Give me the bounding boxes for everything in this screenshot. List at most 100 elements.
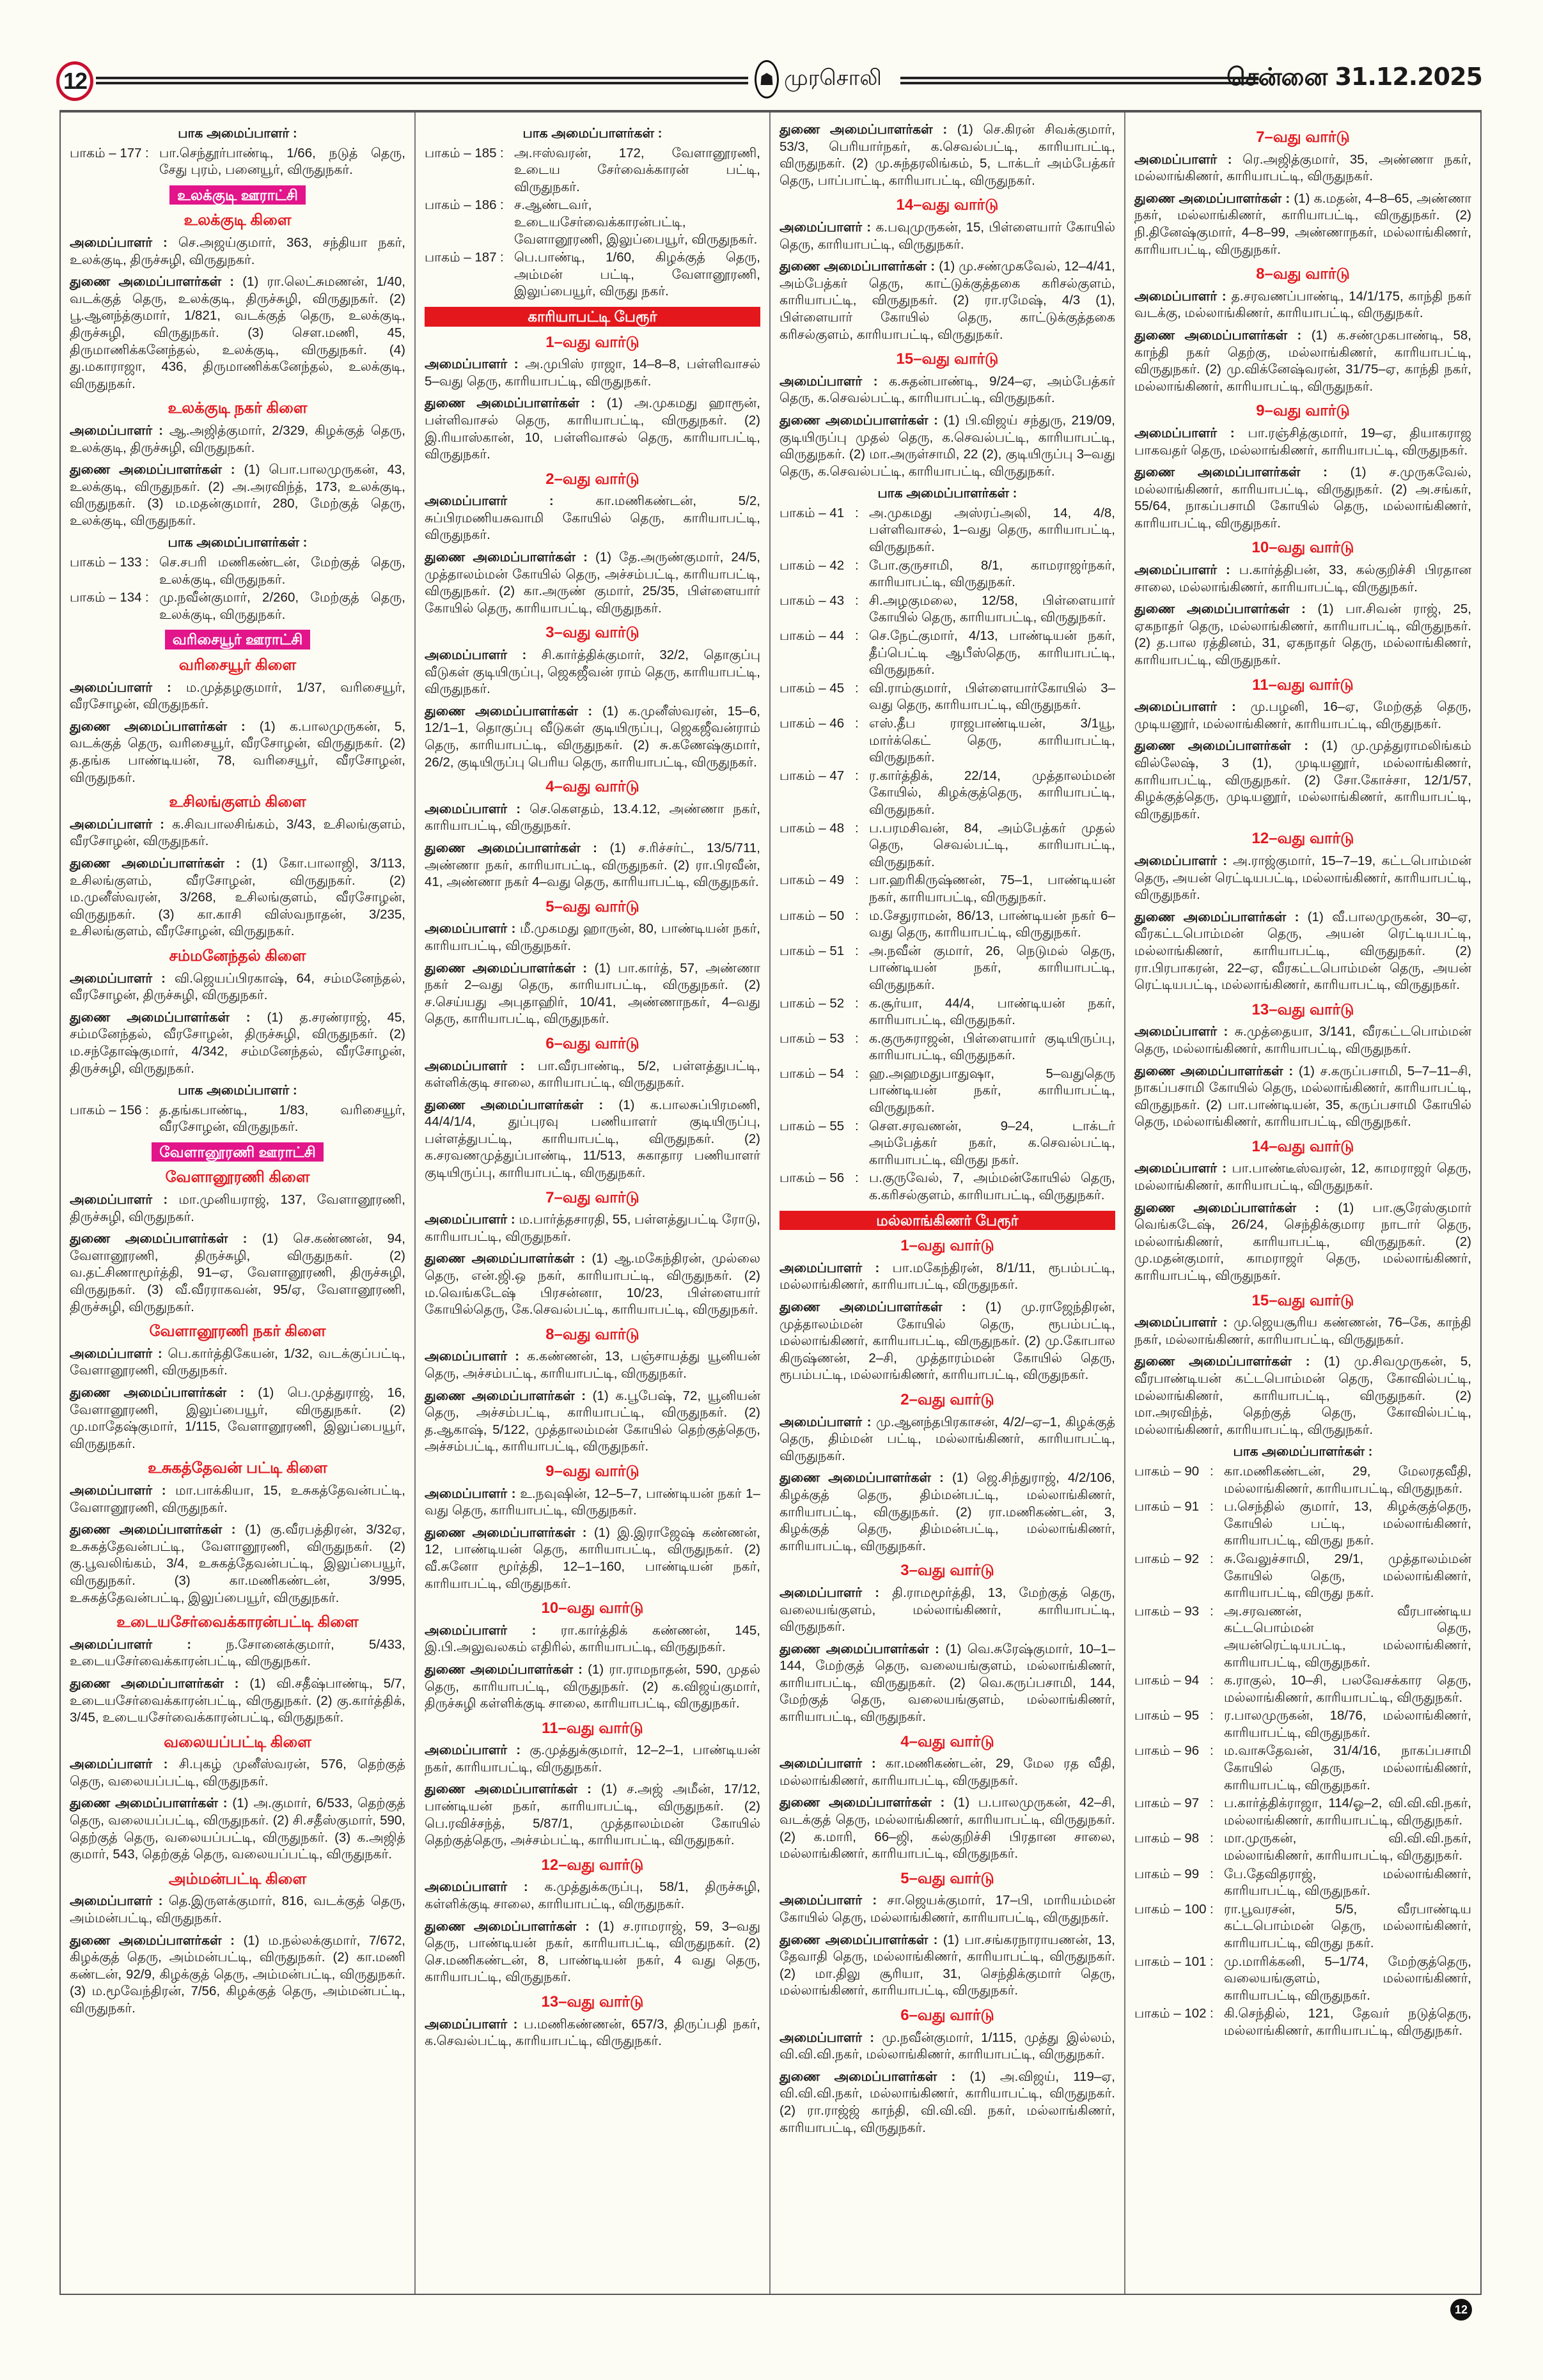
branch-heading: 7–வது வார்டு — [1256, 128, 1350, 146]
booth-entry: பாகம் – 134: மு.நவீன்குமார், 2/260, மேற்க… — [70, 589, 405, 623]
deputy-organizers: துணை அமைப்பாளர்கள் : (1) ச.கருப்பசாமி, 5… — [1134, 1063, 1471, 1131]
person-details: (1) ரா.லெட்சுமணன், 1/40, வடக்குத் தெரு, … — [70, 274, 405, 391]
person-details: ம.முத்தழகுமார், 1/37, வரிசையூர், வீரசோழன… — [70, 680, 405, 712]
booth-organizer: ப.கார்த்திக்ராஜா, 114/ஓ–2, வி.வி.வி.நகர்… — [1224, 1796, 1471, 1828]
branch-heading: 1–வது வார்டு — [545, 333, 639, 351]
person-details: பா.பாண்டீஸ்வரன், 12, காமராஜர் தெரு, மல்ல… — [1134, 1161, 1471, 1194]
footer-page-number: 12 — [1450, 2299, 1472, 2321]
masthead-rule-left — [96, 77, 748, 84]
person-details: (1) த.சரண்ராஜ், 45, சம்மனேந்தல், வீரசோழன… — [70, 1009, 405, 1076]
organizer: அமைப்பாளர் : கு.முத்துக்குமார், 12–2–1, … — [425, 1742, 760, 1776]
organizer: அமைப்பாளர் : பா.பாண்டீஸ்வரன், 12, காமராஜ… — [1134, 1160, 1471, 1194]
booth-number: பாகம் – 95 — [1134, 1708, 1200, 1723]
organizer: அமைப்பாளர் : க.கண்ணன், 13, பஞ்சாயத்து யூ… — [425, 1348, 760, 1382]
area-banner: வரிசையூர் ஊராட்சி — [70, 630, 405, 650]
booth-entry: பாகம் – 50: ம.சேதுராமன், 86/13, பாண்டியன்… — [779, 908, 1115, 942]
separator: : — [1210, 1673, 1214, 1688]
booth-entry: பாகம் – 95: ர.பாலமுருகன், 18/76, மல்லாங்க… — [1134, 1707, 1471, 1741]
role-label: அமைப்பாளர் : — [779, 1260, 880, 1275]
separator: : — [500, 145, 504, 160]
booth-organizer: ம.சேதுராமன், 86/13, பாண்டியன் நகர் 6–வது… — [869, 908, 1115, 940]
branch-heading: உடையசேர்வைக்காரன்பட்டி கிளை — [116, 1614, 359, 1631]
booth-organizer: ர.பாலமுருகன், 18/76, மல்லாங்கிணர், காரிய… — [1224, 1708, 1471, 1740]
branch-heading: 1–வது வார்டு — [900, 1237, 994, 1255]
separator: : — [855, 593, 859, 608]
person-details: (1) க.சண்முகபாண்டி, 58, காந்தி நகர் தெற்… — [1134, 327, 1471, 394]
role-label: அமைப்பாளர் : — [425, 648, 527, 663]
booth-entry: பாகம் – 90: கா.மணிகண்டன், 29, மேலரதவீதி, … — [1134, 1463, 1471, 1497]
booth-organizer: ப.செந்தில் குமார், 13, கிழக்குத்தெரு, கோ… — [1224, 1499, 1471, 1548]
role-label: அமைப்பாளர் : — [70, 1346, 162, 1361]
role-label: அமைப்பாளர் : — [1134, 853, 1228, 868]
person-details: (1) மு.ராஜேந்திரன், முத்தாலம்மன் கோயில் … — [779, 1300, 1115, 1383]
section-subheading: பாக அமைப்பாளர் : — [178, 1083, 297, 1098]
deputy-organizers: துணை அமைப்பாளர்கள் : (1) அ.முகமது ஹாரூன்… — [425, 395, 760, 463]
person-details: த.சரவணப்பாண்டி, 14/1/175, காந்தி நகர் வட… — [1134, 288, 1471, 321]
person-details: (1) செ.கிரன் சிவக்குமார், 53/3, பெரியார்… — [779, 122, 1115, 188]
separator: : — [855, 768, 859, 783]
person-details: (1) ச.முருகவேல், மல்லாங்கிணர், காரியாபட்… — [1134, 465, 1472, 531]
deputy-organizers: துணை அமைப்பாளர்கள் : (1) ச.ராமராஜ், 59, … — [425, 1918, 760, 1986]
column-4: 7–வது வார்டு அமைப்பாளர் : ரெ.அஜித்குமார்,… — [1125, 113, 1480, 2294]
branch-heading: 9–வது வார்டு — [545, 1462, 639, 1480]
organizer: அமைப்பாளர் : அ.ராஜ்குமார், 15–7–19, கட்ட… — [1134, 853, 1471, 904]
booth-entry: பாகம் – 97: ப.கார்த்திக்ராஜா, 114/ஓ–2, வி… — [1134, 1795, 1471, 1829]
branch-heading: சம்மனேந்தல் கிளை — [169, 947, 306, 965]
role-label: அமைப்பாளர் : — [70, 1192, 168, 1208]
booth-number: பாகம் – 56 — [779, 1171, 845, 1186]
person-details: பெ.கார்த்திகேயன், 1/32, வடக்குப்பட்டி, வ… — [70, 1346, 405, 1378]
deputy-organizers: துணை அமைப்பாளர்கள் : (1) ரா.லெட்சுமணன், … — [70, 274, 405, 393]
organizer: அமைப்பாளர் : சி.புகழ் முனீஸ்வரன், 576, த… — [70, 1756, 405, 1790]
person-details: செ.அஜய்குமார், 363, சந்தியா நகர், உலக்கு… — [70, 235, 405, 267]
deputy-organizers: துணை அமைப்பாளர்கள் : (1) மு.ராஜேந்திரன்,… — [779, 1299, 1115, 1384]
organizer: அமைப்பாளர் : க.சுதன்பாண்டி, 9/24–ஏ, அம்ப… — [779, 373, 1115, 407]
deputy-organizers: துணை அமைப்பாளர்கள் : (1) வி.சதீஷ்பாண்டி,… — [70, 1676, 405, 1727]
booth-organizer: க.ராகுல், 10–சி, பலவேசக்கார தெரு, மல்லாங… — [1224, 1673, 1471, 1705]
person-details: (1) வீ.பாலமுருகன், 30–ஏ, வீரகட்டபொம்மன் … — [1134, 909, 1471, 993]
role-label: துணை அமைப்பாளர்கள் : — [1134, 1200, 1320, 1215]
branch-heading: 12–வது வார்டு — [1251, 830, 1354, 848]
person-details: ப.மணிகண்ணன், 657/3, திருப்பதி நகர், க.செ… — [425, 2016, 760, 2049]
role-label: அமைப்பாளர் : — [425, 921, 516, 937]
person-details: (1) பா.சங்கரநாராயணன், 13, தேவாதி தெரு, ம… — [779, 1932, 1115, 1998]
person-details: (1) க.பாலசுப்பிரமணி, 44/4/1/4, துப்புரவு… — [425, 1097, 761, 1181]
organizer: அமைப்பாளர் : மு.ஜெயசூரிய கண்ணன், 76–கே, … — [1134, 1314, 1471, 1348]
organizer: அமைப்பாளர் : மீ.முகமது ஹாருன், 80, பாண்ட… — [425, 921, 760, 954]
branch-heading: 14–வது வார்டு — [1251, 1137, 1354, 1155]
deputy-organizers: துணை அமைப்பாளர்கள் : (1) க.சண்முகபாண்டி,… — [1134, 327, 1471, 395]
deputy-organizers: துணை அமைப்பாளர்கள் : (1) ப.பாலமுருகன், 4… — [779, 1794, 1115, 1862]
booth-organizer: கி.செந்தில், 121, தேவர் நடுத்தெரு, மல்லா… — [1224, 2006, 1471, 2038]
booth-number: பாகம் – 55 — [779, 1118, 845, 1133]
role-label: துணை அமைப்பாளர்கள் : — [779, 122, 948, 137]
person-details: (1) ச.ரிச்சர்ட், 13/5/711, அண்ணா நகர், க… — [425, 840, 760, 890]
booth-number: பாகம் – 44 — [779, 628, 845, 644]
deputy-organizers: துணை அமைப்பாளர்கள் : (1) க.முனீஸ்வரன், 1… — [425, 703, 760, 771]
person-details: மு.நவீன்குமார், 1/115, முத்து இல்லம், வி… — [779, 2030, 1115, 2062]
branch-heading: 8–வது வார்டு — [1256, 265, 1350, 283]
organizer: அமைப்பாளர் : ம.முத்தழகுமார், 1/37, வரிசை… — [70, 680, 405, 713]
booth-entry: பாகம் – 54: ஹ.அஹமதுபாதுஷா, 5–வதுதெரு பாண்… — [779, 1066, 1115, 1117]
separator: : — [1210, 1499, 1214, 1514]
person-details: கா.மணிகண்டன், 5/2, சுப்பிரமணியசுவாமி கோய… — [425, 494, 760, 543]
role-label: துணை அமைப்பாளர்கள் : — [425, 1525, 587, 1540]
deputy-organizers: துணை அமைப்பாளர்கள் : (1) க.பாலசுப்பிரமணி… — [425, 1097, 760, 1182]
role-label: அமைப்பாளர் : — [70, 1482, 166, 1498]
booth-organizer: மா.முருகன், வி.வி.வி.நகர், மல்லாங்கிணர்,… — [1224, 1831, 1471, 1863]
role-label: அமைப்பாளர் : — [1134, 152, 1232, 167]
deputy-organizers: துணை அமைப்பாளர்கள் : (1) மு.முத்துராமலிங… — [1134, 738, 1471, 823]
organizer: அமைப்பாளர் : மு.ஆனந்தபிரகாசன், 4/2/–ஏ–1,… — [779, 1414, 1115, 1465]
separator: : — [1210, 1603, 1214, 1619]
person-details: (1) அ.குமார், 6/533, தெற்குத் தெரு, வலைய… — [70, 1796, 405, 1862]
role-label: அமைப்பாளர் : — [425, 1622, 537, 1638]
deputy-organizers: துணை அமைப்பாளர்கள் : (1) ம.நல்லக்குமார்,… — [70, 1933, 405, 2018]
deputy-organizers: துணை அமைப்பாளர்கள் : (1) பா.கார்த், 57, … — [425, 960, 760, 1028]
deputy-organizers: துணை அமைப்பாளர்கள் : (1) பொ.பாலமுருகன், … — [70, 462, 405, 529]
booth-organizer: மு.மாரிக்கனி, 5–1/74, மேற்குத்தெரு, வலைய… — [1224, 1954, 1471, 2003]
person-details: க.சிவபாலசிங்கம், 3/43, உசிலங்குளம், வீரச… — [70, 816, 405, 849]
person-details: (1) கோ.பாலாஜி, 3/113, உசிலங்குளம், வீரசோ… — [70, 855, 405, 939]
separator: : — [500, 250, 504, 265]
role-label: துணை அமைப்பாளர்கள் : — [425, 1251, 586, 1266]
person-details: ந.சோனைக்குமார், 5/433, உடையசேர்வைக்காரன்… — [70, 1637, 405, 1669]
role-label: துணை அமைப்பாளர்கள் : — [70, 1796, 228, 1811]
person-details: (1) ச.ராமராஜ், 59, 3–வது தெரு, பாண்டியன்… — [425, 1918, 760, 1985]
